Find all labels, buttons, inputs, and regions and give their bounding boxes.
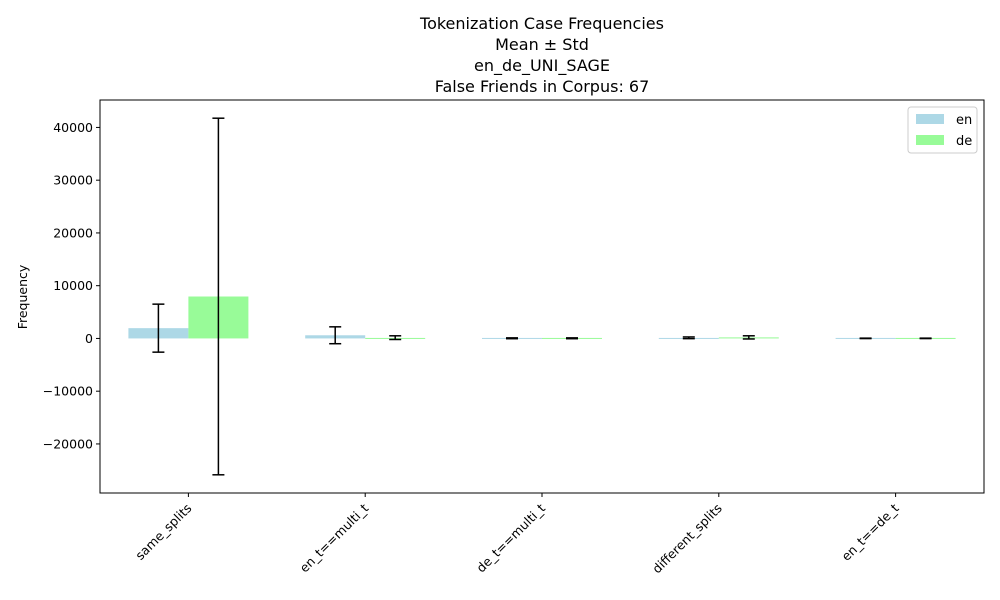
chart-title-line-3: en_de_UNI_SAGE [474,56,610,76]
chart-title-line-1: Tokenization Case Frequencies [419,14,664,33]
y-tick-label: 40000 [53,120,93,135]
y-tick-label: 0 [85,331,93,346]
y-tick-label: −20000 [43,436,93,451]
chart-title: Tokenization Case Frequencies Mean ± Std… [419,14,664,96]
x-tick-label: same_splits [132,501,194,563]
legend: en de [907,106,978,154]
y-tick-label: 20000 [53,225,93,240]
legend-label-en: en [956,113,972,128]
x-tick-label: en_t==multi_t [297,500,372,575]
chart-title-line-4: False Friends in Corpus: 67 [435,77,650,96]
legend-label-de: de [956,134,972,149]
y-tick-label: 30000 [53,173,93,188]
legend-swatch-de [916,135,944,145]
bars-layer [128,296,956,339]
x-tick-label: en_t==de_t [838,500,901,563]
x-tick-label: different_splits [649,501,725,577]
y-tick-label: −10000 [43,384,93,399]
legend-swatch-en [916,114,944,124]
y-axis-label: Frequency [15,264,30,329]
y-tick-label: 10000 [53,278,93,293]
error-bars-layer [152,117,932,476]
chart-title-line-2: Mean ± Std [495,35,589,54]
x-tick-label: de_t==multi_t [473,500,548,575]
